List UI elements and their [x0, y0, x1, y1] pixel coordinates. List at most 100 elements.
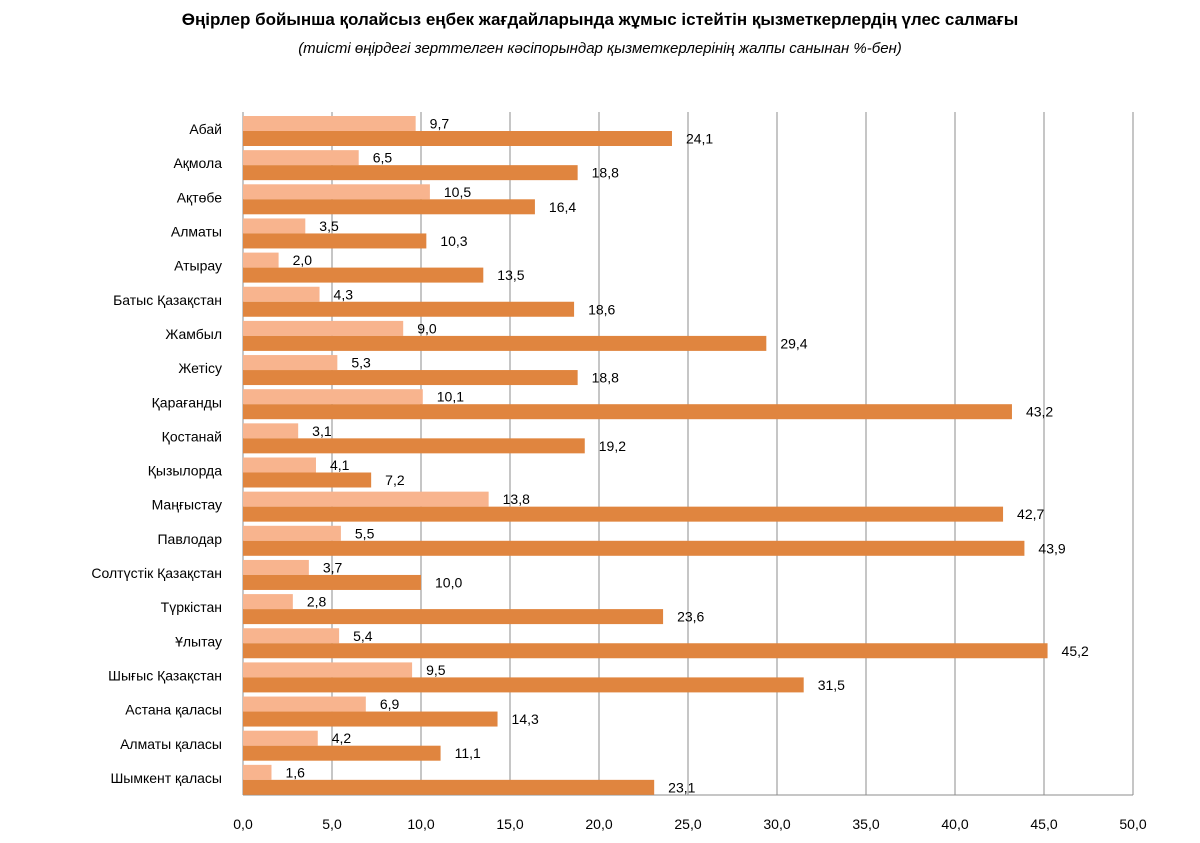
category-label: Жетісу [178, 360, 222, 376]
bar-series2 [243, 779, 655, 795]
bar-series2 [243, 370, 578, 386]
data-label: 3,7 [323, 559, 343, 575]
data-label: 10,5 [444, 184, 471, 200]
x-tick-label: 40,0 [941, 816, 968, 832]
data-label: 45,2 [1062, 643, 1089, 659]
bar-series1 [243, 218, 306, 234]
data-label: 4,1 [330, 457, 350, 473]
category-label: Қарағанды [152, 394, 222, 410]
data-label: 13,8 [503, 491, 530, 507]
bar-series1 [243, 628, 340, 644]
bar-series1 [243, 730, 318, 746]
data-label: 29,4 [780, 335, 807, 351]
chart-title: Өңірлер бойынша қолайсыз еңбек жағдайлар… [181, 10, 1019, 29]
category-label: Қостанай [162, 428, 222, 444]
category-label: Атырау [174, 258, 222, 274]
data-label: 10,1 [437, 389, 464, 405]
data-label: 43,2 [1026, 404, 1053, 420]
bar-series2 [243, 574, 421, 590]
x-tick-label: 30,0 [763, 816, 790, 832]
x-tick-label: 50,0 [1119, 816, 1146, 832]
data-label: 6,9 [380, 696, 400, 712]
data-label: 18,8 [592, 370, 619, 386]
x-tick-label: 20,0 [585, 816, 612, 832]
bar-series2 [243, 745, 441, 761]
data-label: 16,4 [549, 199, 576, 215]
data-label: 4,3 [334, 286, 354, 302]
bar-series1 [243, 252, 279, 268]
bar-series2 [243, 609, 664, 625]
category-label: Алматы қаласы [120, 736, 222, 752]
data-label: 10,3 [440, 233, 467, 249]
x-tick-label: 10,0 [407, 816, 434, 832]
bar-series1 [243, 662, 413, 678]
x-tick-label: 35,0 [852, 816, 879, 832]
data-label: 24,1 [686, 131, 713, 147]
category-label: Маңғыстау [152, 497, 222, 513]
data-label: 1,6 [285, 764, 305, 780]
bar-series2 [243, 506, 1004, 522]
category-label: Шымкент қаласы [110, 770, 222, 786]
category-label: Шығыс Қазақстан [108, 667, 222, 683]
bar-series2 [243, 335, 767, 351]
bar-series2 [243, 677, 804, 693]
data-label: 19,2 [599, 438, 626, 454]
data-label: 4,2 [332, 730, 352, 746]
data-label: 2,8 [307, 594, 327, 610]
data-label: 13,5 [497, 267, 524, 283]
data-label: 3,1 [312, 423, 332, 439]
category-label: Павлодар [157, 531, 222, 547]
bar-series2 [243, 131, 672, 146]
category-label: Ақмола [173, 155, 222, 171]
bar-series1 [243, 696, 366, 712]
data-label: 5,4 [353, 628, 373, 644]
data-label: 23,6 [677, 609, 704, 625]
category-label: Ақтөбе [177, 189, 223, 205]
data-label: 18,6 [588, 301, 615, 317]
x-tick-label: 5,0 [322, 816, 342, 832]
bar-series2 [243, 199, 535, 215]
category-label: Алматы [171, 224, 222, 240]
category-label: Солтүстік Қазақстан [91, 565, 222, 581]
data-label: 7,2 [385, 472, 405, 488]
data-label: 10,0 [435, 574, 462, 590]
data-label: 11,1 [455, 745, 481, 761]
bar-series2 [243, 643, 1048, 659]
data-label: 9,0 [417, 320, 437, 336]
bar-series1 [243, 184, 430, 200]
bar-series1 [243, 320, 404, 336]
category-label: Ұлытау [175, 633, 222, 649]
bar-series2 [243, 540, 1025, 556]
category-label: Батыс Қазақстан [113, 292, 222, 308]
data-label: 31,5 [818, 677, 845, 693]
data-label: 42,7 [1017, 506, 1044, 522]
category-label: Қызылорда [148, 463, 222, 479]
data-label: 2,0 [293, 252, 313, 268]
data-label: 3,5 [319, 218, 339, 234]
bar-series2 [243, 438, 585, 454]
bar-series2 [243, 711, 498, 727]
bar-series1 [243, 355, 338, 371]
bar-series1 [243, 150, 359, 166]
chart-subtitle: (тиісті өңірдегі зерттелген кәсіпорындар… [298, 40, 902, 57]
category-label: Абай [189, 121, 222, 137]
bar-series2 [243, 267, 484, 283]
bar-series1 [243, 525, 341, 541]
bar-series1 [243, 457, 316, 473]
x-tick-label: 0,0 [233, 816, 253, 832]
bar-series1 [243, 389, 423, 405]
bar-series1 [243, 594, 293, 610]
x-tick-label: 15,0 [496, 816, 523, 832]
data-label: 5,3 [351, 355, 371, 371]
data-label: 14,3 [512, 711, 539, 727]
bar-series1 [243, 491, 489, 507]
bar-series2 [243, 233, 427, 249]
category-label: Жамбыл [165, 326, 222, 342]
x-tick-label: 45,0 [1030, 816, 1057, 832]
data-label: 9,5 [426, 662, 446, 678]
bar-series1 [243, 559, 309, 575]
bar-series2 [243, 472, 372, 488]
bar-series1 [243, 286, 320, 302]
bar-series2 [243, 165, 578, 181]
